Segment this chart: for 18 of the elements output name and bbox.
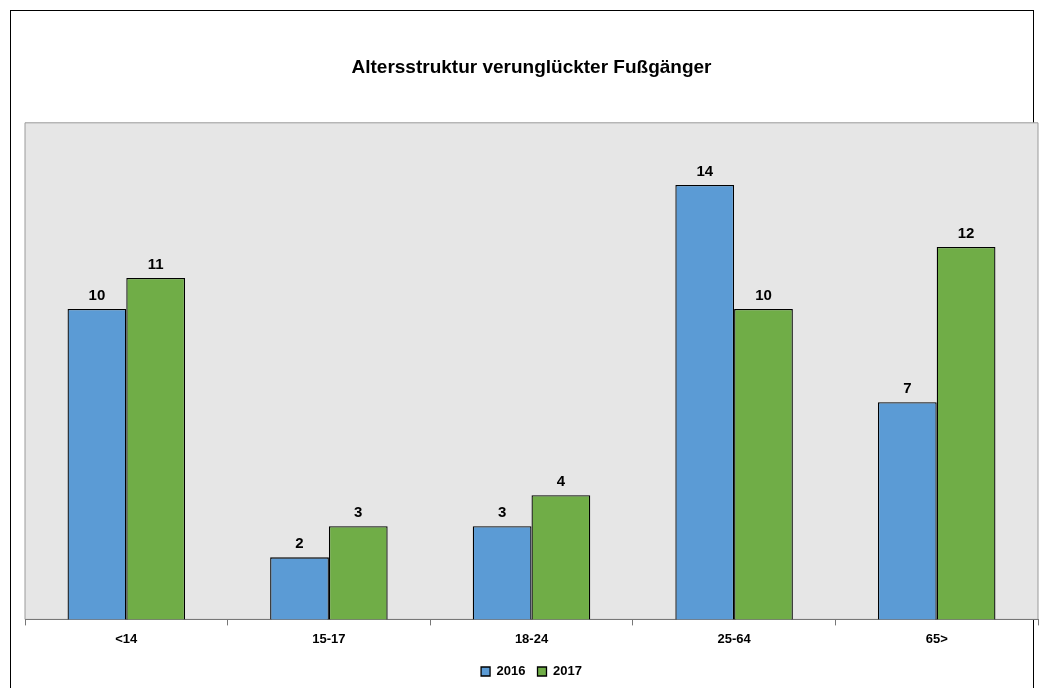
data-label: 12 [957,223,975,241]
x-tick-label: <14 [115,630,139,646]
chart-title: Altersstruktur verunglückter Fußgänger [351,55,713,77]
data-label: 4 [556,471,566,489]
x-tick-label: 18-24 [514,630,549,646]
data-label: 14 [696,161,714,179]
data-label: 3 [497,502,507,520]
data-label: 3 [354,502,363,520]
data-label: 10 [755,285,772,303]
data-label: 10 [88,285,106,303]
data-label: 11 [147,254,164,272]
legend-label: 2016 [496,663,526,679]
data-label: 7 [903,378,912,396]
x-tick-label: 65> [925,630,949,646]
x-tick-label: 25-64 [717,630,752,646]
data-label: 2 [295,533,304,551]
legend-label: 2017 [553,663,582,679]
x-tick-label: 15-17 [312,630,346,646]
